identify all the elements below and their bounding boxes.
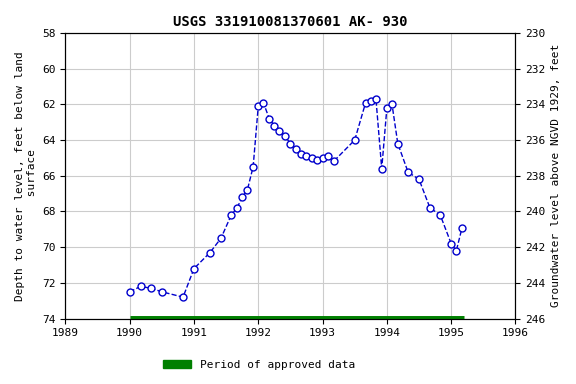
Y-axis label: Depth to water level, feet below land
 surface: Depth to water level, feet below land su…	[15, 51, 37, 301]
Legend: Period of approved data: Period of approved data	[159, 356, 359, 375]
Title: USGS 331910081370601 AK- 930: USGS 331910081370601 AK- 930	[173, 15, 408, 29]
Y-axis label: Groundwater level above NGVD 1929, feet: Groundwater level above NGVD 1929, feet	[551, 44, 561, 307]
